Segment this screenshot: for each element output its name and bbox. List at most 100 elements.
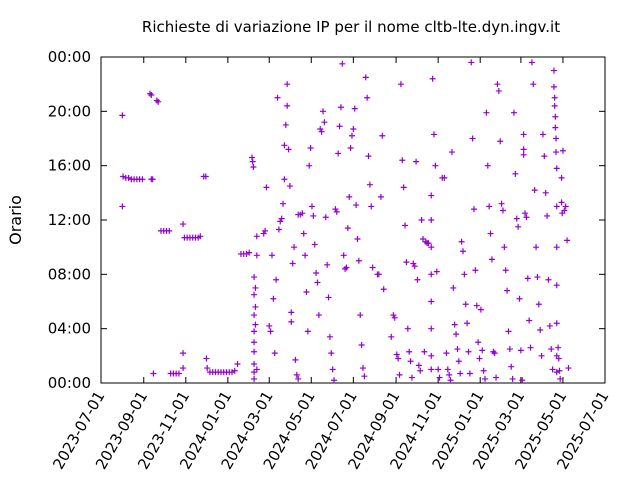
data-point <box>362 74 369 81</box>
y-tick-label: 00:00 <box>48 374 91 392</box>
data-point <box>354 236 361 243</box>
data-point <box>476 355 483 362</box>
data-point <box>530 81 537 88</box>
data-point <box>455 358 462 365</box>
data-point <box>546 322 553 329</box>
data-point <box>366 181 373 188</box>
data-point <box>153 97 160 104</box>
data-point <box>377 193 384 200</box>
data-point <box>251 360 258 367</box>
data-point <box>249 158 256 165</box>
data-point <box>119 112 126 119</box>
data-point <box>520 151 527 158</box>
data-point <box>246 249 253 256</box>
data-point <box>380 286 387 293</box>
data-point <box>499 207 506 214</box>
data-point <box>471 206 478 213</box>
data-point <box>393 351 400 358</box>
data-point <box>326 333 333 340</box>
data-point <box>444 366 451 373</box>
data-point <box>555 355 562 362</box>
data-point <box>425 240 432 247</box>
data-point <box>282 121 289 128</box>
y-tick-label: 12:00 <box>48 211 91 229</box>
data-point <box>328 350 335 357</box>
data-point <box>120 173 127 180</box>
data-point <box>251 291 258 298</box>
data-point <box>348 132 355 139</box>
data-point <box>404 325 411 332</box>
data-point <box>303 288 310 295</box>
data-point <box>498 200 505 207</box>
y-tick-label: 04:00 <box>48 320 91 338</box>
data-point <box>397 81 404 88</box>
data-point <box>553 282 560 289</box>
data-point <box>447 377 454 384</box>
data-point <box>273 276 280 283</box>
data-point <box>469 135 476 142</box>
data-point <box>505 328 512 335</box>
data-point <box>284 102 291 109</box>
data-point <box>234 360 241 367</box>
x-axis-ticks: 2023-07-012023-09-012023-11-012024-01-01… <box>49 57 612 473</box>
chart-title: Richieste di variazione IP per il nome c… <box>142 18 560 36</box>
data-point <box>251 369 258 376</box>
data-point <box>516 295 523 302</box>
data-point <box>274 94 281 101</box>
data-point <box>545 276 552 283</box>
data-point <box>396 371 403 378</box>
data-point <box>526 317 533 324</box>
data-point <box>527 344 534 351</box>
data-point <box>390 312 397 319</box>
data-point <box>556 367 563 374</box>
data-point <box>509 375 516 382</box>
data-point <box>263 184 270 191</box>
data-point <box>413 158 420 165</box>
data-point <box>552 124 559 131</box>
data-point <box>520 146 527 153</box>
data-point <box>329 366 336 373</box>
data-point <box>275 226 282 233</box>
data-point <box>308 203 315 210</box>
data-point <box>292 356 299 363</box>
data-point <box>517 347 524 354</box>
data-point <box>358 341 365 348</box>
data-point <box>497 138 504 145</box>
data-point <box>231 367 238 374</box>
data-point <box>250 164 257 171</box>
data-point <box>553 320 560 327</box>
data-point <box>428 217 435 223</box>
data-point <box>419 236 426 243</box>
data-point <box>251 348 258 355</box>
data-point <box>335 150 342 157</box>
data-point <box>428 271 435 278</box>
data-point <box>436 374 443 381</box>
data-point <box>251 328 258 335</box>
data-point <box>277 218 284 225</box>
data-point <box>402 222 409 229</box>
data-point <box>314 279 321 286</box>
data-point <box>494 81 501 88</box>
data-point <box>333 208 340 215</box>
data-point <box>289 260 296 267</box>
data-point <box>553 369 560 376</box>
data-point <box>457 370 464 377</box>
data-point <box>515 223 522 230</box>
data-point <box>293 371 300 378</box>
data-point <box>139 176 146 183</box>
data-point <box>564 237 571 244</box>
data-point <box>443 350 450 357</box>
data-point <box>465 348 472 355</box>
data-point <box>379 132 386 139</box>
data-point <box>369 264 376 271</box>
data-point <box>428 352 435 359</box>
data-point <box>295 375 302 382</box>
data-point <box>406 348 413 355</box>
data-point <box>487 230 494 237</box>
data-point <box>558 174 565 181</box>
data-point <box>388 333 395 340</box>
data-point <box>248 154 255 161</box>
y-tick-label: 16:00 <box>48 157 91 175</box>
data-point <box>365 153 372 160</box>
data-point <box>391 314 398 321</box>
